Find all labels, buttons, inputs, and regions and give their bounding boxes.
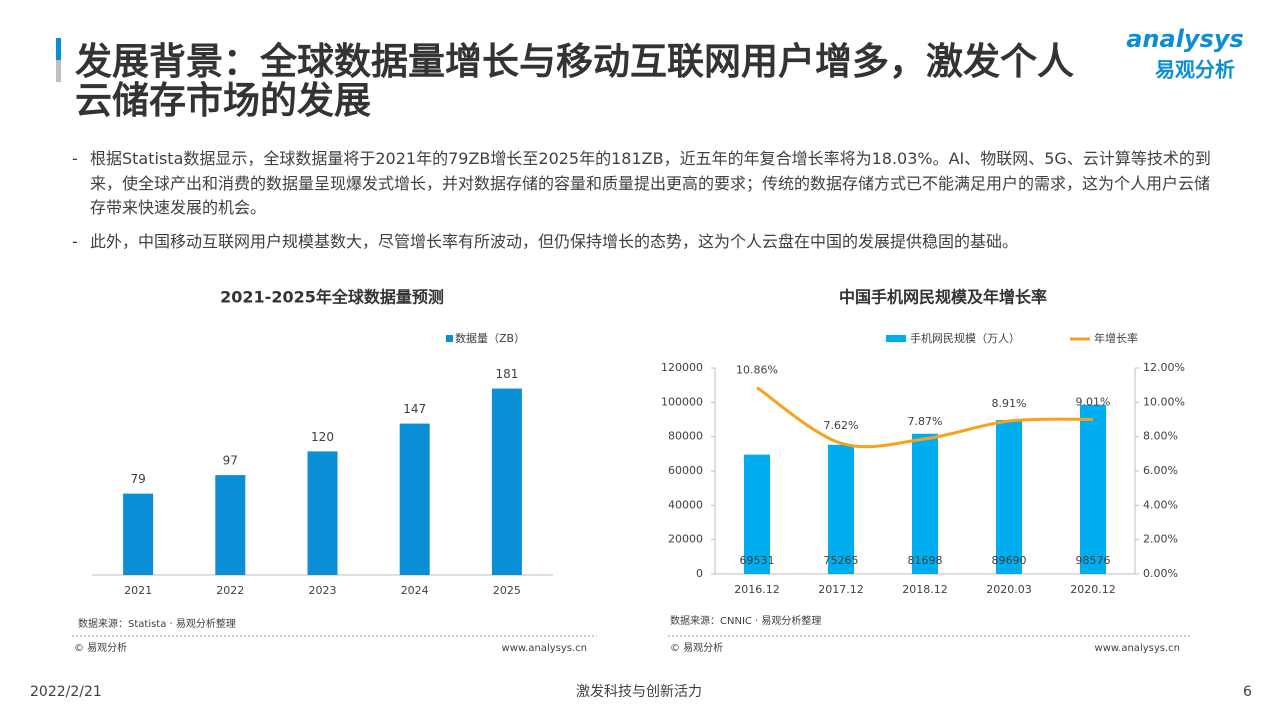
y-tick-label: 0 <box>696 567 703 580</box>
data-label: 181 <box>495 367 518 381</box>
source-note: 数据来源：Statista · 易观分析整理 <box>78 617 236 630</box>
data-label: 147 <box>403 402 426 416</box>
y-tick-label: 60000 <box>668 464 703 477</box>
y2-tick-label: 2.00% <box>1143 533 1178 546</box>
x-tick-label: 2018.12 <box>902 583 948 596</box>
data-label: 10.86% <box>736 364 778 377</box>
legend-label: 手机网民规模（万人） <box>910 331 1020 345</box>
x-tick-label: 2022 <box>216 584 244 597</box>
y2-tick-label: 6.00% <box>1143 464 1178 477</box>
bar <box>307 451 338 575</box>
data-label: 9.01% <box>1076 395 1111 408</box>
data-label: 7.87% <box>908 415 943 428</box>
legend-label: 年增长率 <box>1094 331 1138 345</box>
data-label: 120 <box>311 430 334 444</box>
copyright: © 易观分析 <box>670 641 723 654</box>
legend-label: 数据量（ZB） <box>455 331 525 345</box>
bullet-text: 根据Statista数据显示，全球数据量将于2021年的79ZB增长至2025年… <box>90 149 1211 217</box>
logo-name: 易观分析 <box>1155 58 1235 82</box>
bar <box>996 420 1022 574</box>
website: www.analysys.cn <box>1095 643 1180 654</box>
x-tick-label: 2025 <box>493 584 521 597</box>
y2-tick-label: 10.00% <box>1143 395 1185 408</box>
x-tick-label: 2020.12 <box>1070 583 1116 596</box>
bar <box>215 475 246 575</box>
footer-date: 2022/2/21 <box>30 684 102 700</box>
line <box>756 386 1094 449</box>
bullet: - 根据Statista数据显示，全球数据量将于2021年的79ZB增长至2025… <box>72 147 1222 221</box>
bar <box>912 433 938 574</box>
source-note: 数据来源：CNNIC · 易观分析整理 <box>670 614 821 627</box>
y-tick-label: 80000 <box>668 430 703 443</box>
x-tick-label: 2020.03 <box>986 583 1032 596</box>
x-tick-label: 2023 <box>309 584 337 597</box>
data-label: 7.62% <box>824 419 859 432</box>
x-tick-label: 2016.12 <box>734 583 780 596</box>
data-label: 69531 <box>740 554 775 567</box>
title-accent <box>56 60 61 82</box>
bullet-text: 此外，中国移动互联网用户规模基数大，尽管增长率有所波动，但仍保持增长的态势，这为… <box>90 232 1019 251</box>
x-tick-label: 2021 <box>124 584 152 597</box>
data-label: 98576 <box>1076 554 1111 567</box>
logo-brand: analysys <box>1126 25 1244 53</box>
bar <box>123 493 154 575</box>
y2-tick-label: 0.00% <box>1143 567 1178 580</box>
chart-title: 2021-2025年全球数据量预测 <box>220 288 444 307</box>
bar <box>1080 404 1106 574</box>
data-label: 97 <box>223 454 238 468</box>
y2-tick-label: 12.00% <box>1143 361 1185 374</box>
slide-title: 发展背景：全球数据量增长与移动互联网用户增多，激发个人云储存市场的发展 <box>75 40 1074 122</box>
y-tick-label: 40000 <box>668 498 703 511</box>
legend-swatch <box>886 335 906 342</box>
bar <box>744 454 770 574</box>
footer-slogan: 激发科技与创新活力 <box>576 683 702 700</box>
page-number: 6 <box>1243 684 1252 700</box>
legend-swatch <box>446 335 453 342</box>
y2-tick-label: 8.00% <box>1143 430 1178 443</box>
x-tick-label: 2024 <box>401 584 429 597</box>
website: www.analysys.cn <box>502 643 587 654</box>
y2-tick-label: 4.00% <box>1143 498 1178 511</box>
bar <box>491 388 522 575</box>
data-label: 89690 <box>992 554 1027 567</box>
copyright: © 易观分析 <box>74 641 127 654</box>
bar <box>399 423 430 575</box>
bullet: - 此外，中国移动互联网用户规模基数大，尽管增长率有所波动，但仍保持增长的态势，这… <box>72 230 1222 255</box>
bar <box>828 444 854 574</box>
title-accent <box>56 38 61 60</box>
data-label: 75265 <box>824 554 859 567</box>
y-tick-label: 120000 <box>661 361 703 374</box>
data-label: 8.91% <box>992 397 1027 410</box>
y-tick-label: 100000 <box>661 395 703 408</box>
data-label: 81698 <box>908 554 943 567</box>
data-label: 79 <box>130 472 145 486</box>
x-tick-label: 2017.12 <box>818 583 864 596</box>
y-tick-label: 20000 <box>668 533 703 546</box>
chart-title: 中国手机网民规模及年增长率 <box>839 288 1047 307</box>
